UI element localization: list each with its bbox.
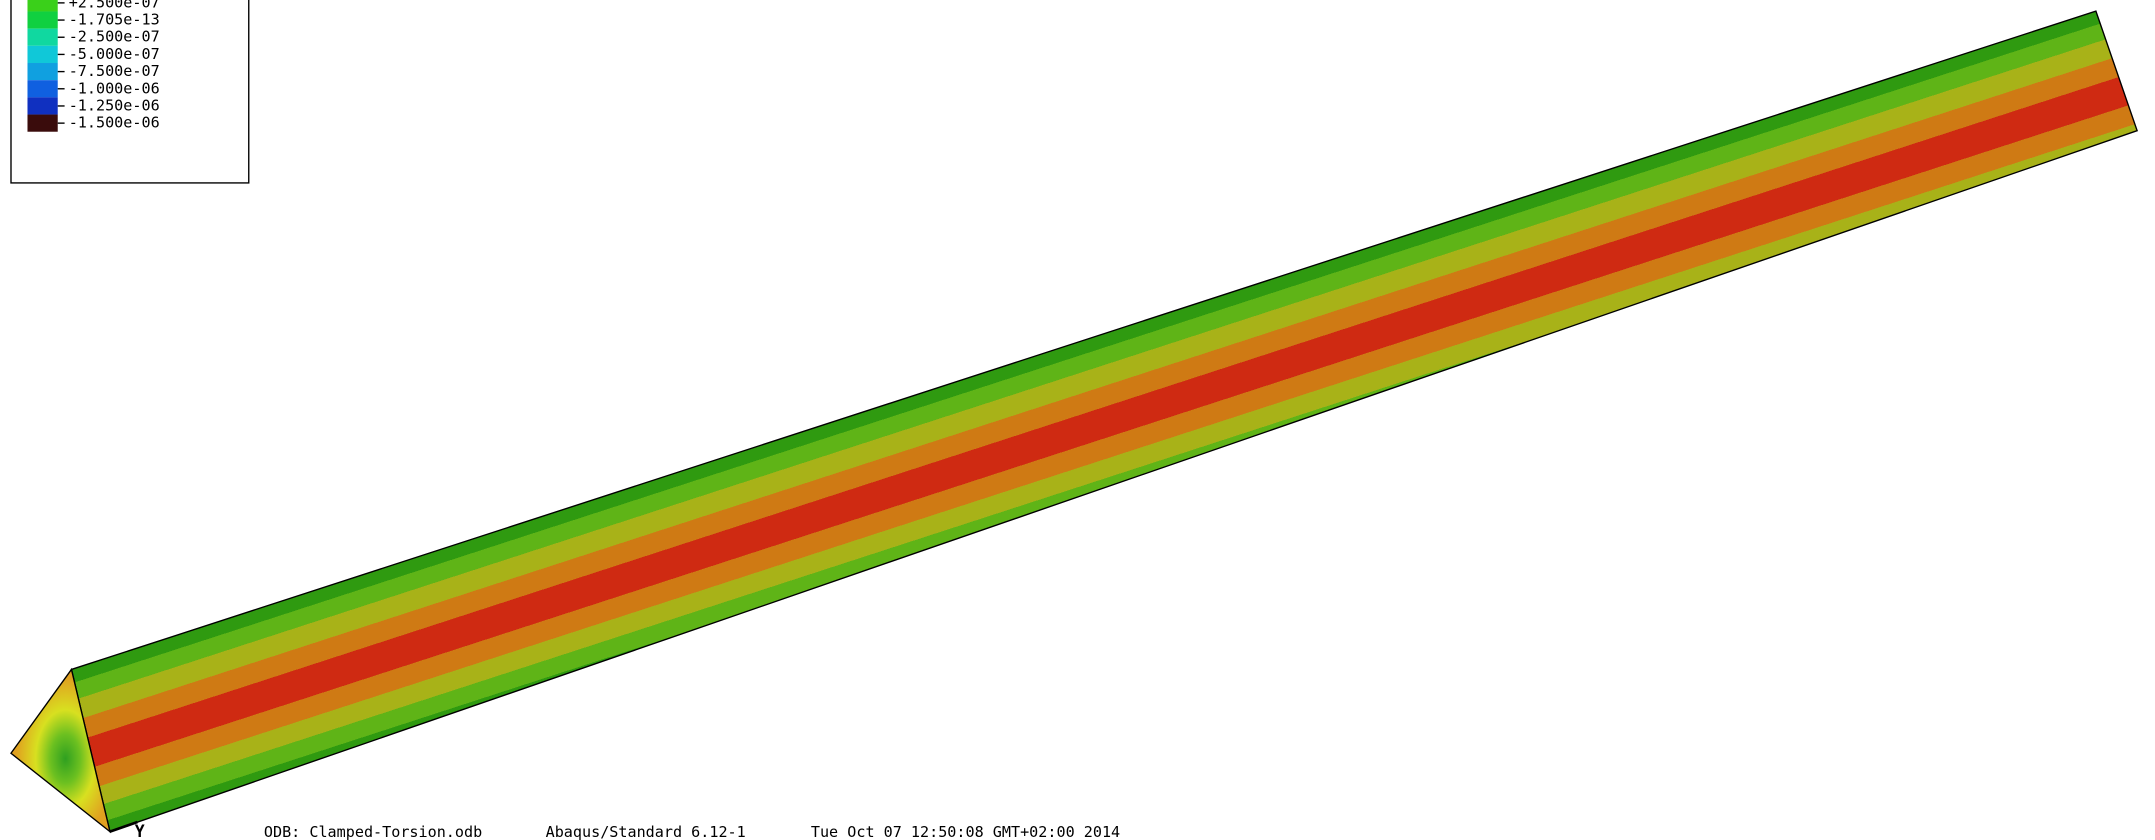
model: Y [11, 11, 2137, 840]
legend-swatch [27, 46, 57, 63]
legend-swatch [27, 11, 57, 28]
legend-swatch [27, 0, 57, 11]
legend-swatches: +2.500e-07-1.705e-13-2.500e-07-5.000e-07… [27, 0, 159, 132]
legend-label: -1.000e-06 [69, 79, 160, 97]
footer-odb: ODB: Clamped-Torsion.odb [264, 823, 482, 840]
triad-label: Y [135, 822, 145, 840]
legend-swatch [27, 29, 57, 46]
legend-swatch [27, 63, 57, 80]
legend-swatch [27, 115, 57, 132]
legend-label: -5.000e-07 [69, 45, 160, 63]
legend-label: -2.500e-07 [69, 28, 160, 46]
page: {"legend":{"labels":["+2.500e-07","-1.70… [0, 0, 2155, 840]
legend-label: -1.500e-06 [69, 114, 160, 132]
beam-face [71, 11, 2137, 831]
legend-label: -1.250e-06 [69, 96, 160, 114]
footer-solver: Abaqus/Standard 6.12-1 [546, 823, 746, 840]
legend-label: -1.705e-13 [69, 11, 160, 29]
legend-swatch [27, 80, 57, 97]
footer: ODB: Clamped-Torsion.odb Abaqus/Standard… [264, 823, 1120, 840]
legend-swatch [27, 97, 57, 114]
legend-label: -7.500e-07 [69, 62, 160, 80]
viewport: +2.500e-07-1.705e-13-2.500e-07-5.000e-07… [0, 0, 2155, 840]
footer-date: Tue Oct 07 12:50:08 GMT+02:00 2014 [811, 823, 1120, 840]
legend: +2.500e-07-1.705e-13-2.500e-07-5.000e-07… [11, 0, 249, 183]
